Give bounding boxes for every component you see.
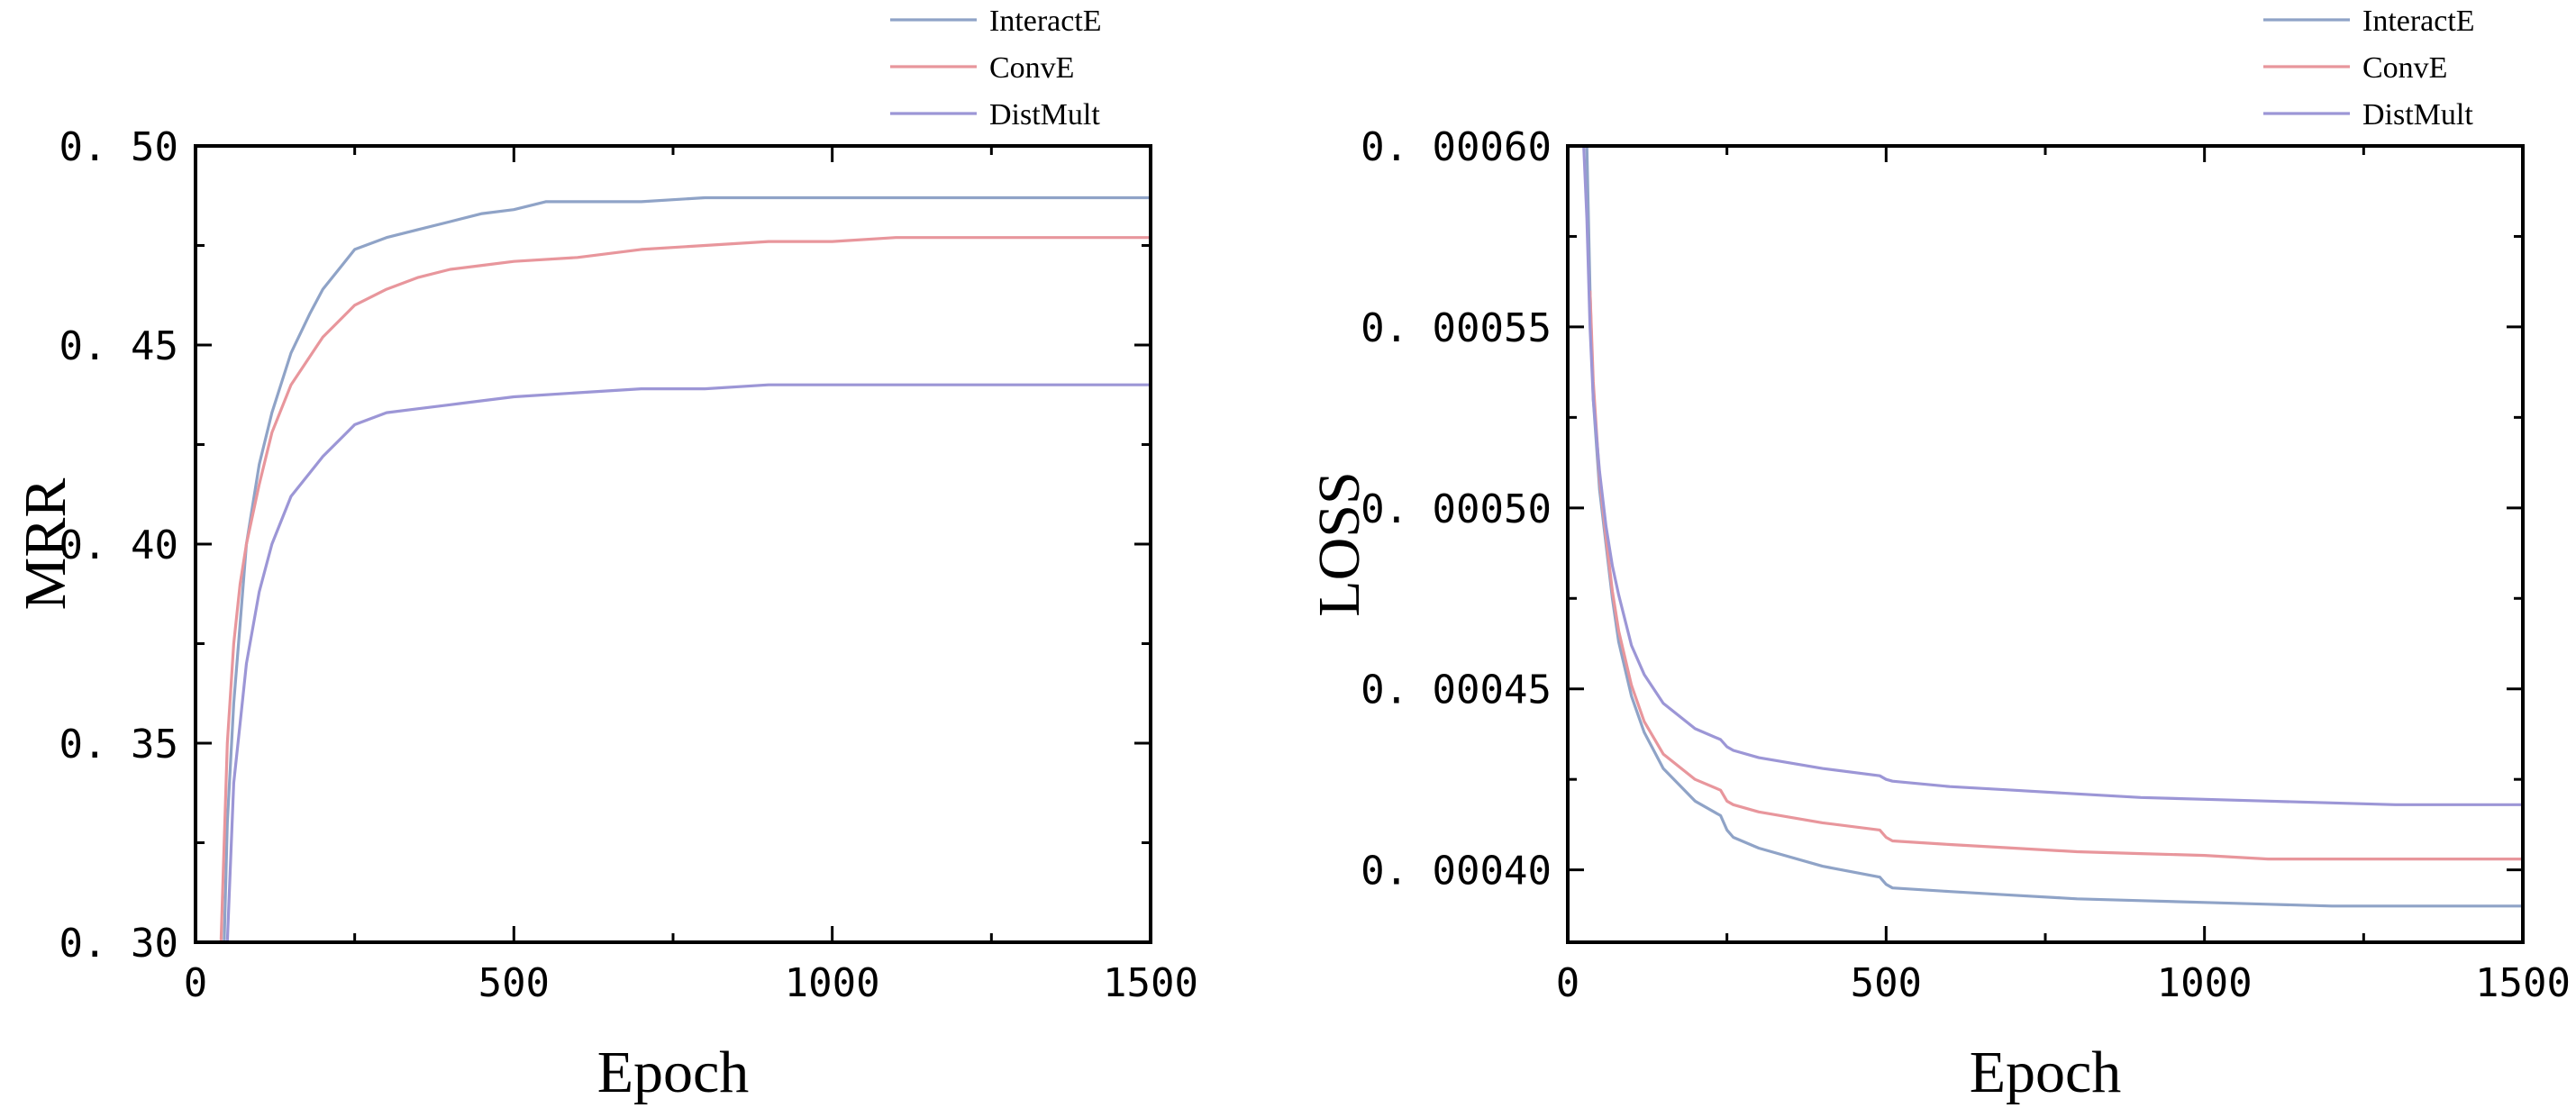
mrr-y-tick-label: 0. 35 xyxy=(59,722,178,767)
mrr-plot-frame xyxy=(194,144,1152,944)
loss-legend-label-interacte: InteractE xyxy=(2362,5,2475,38)
mrr-y-tick-label: 0. 30 xyxy=(59,921,178,967)
loss-legend-label-conve: ConvE xyxy=(2362,51,2447,85)
loss-plot-frame xyxy=(1566,144,2525,944)
mrr-legend-label-interacte: InteractE xyxy=(989,5,1102,38)
mrr-series-group xyxy=(219,195,1151,942)
loss-y-tick-label: 0. 00045 xyxy=(1361,668,1552,713)
loss-legend-label-distmult: DistMult xyxy=(2362,98,2473,132)
loss-x-tick-label: 500 xyxy=(1851,960,1922,1006)
mrr-legend: InteractE ConvE DistMult xyxy=(890,5,1102,132)
mrr-series-line-distmult xyxy=(225,383,1151,942)
loss-y-tick-label: 0. 00050 xyxy=(1361,486,1552,532)
loss-y-tick-label: 0. 00055 xyxy=(1361,305,1552,351)
mrr-y-tick-label: 0. 40 xyxy=(59,522,178,568)
loss-legend: InteractE ConvE DistMult xyxy=(2263,5,2475,132)
mrr-legend-label-conve: ConvE xyxy=(989,51,1074,85)
mrr-x-tick-label: 1500 xyxy=(1103,960,1198,1006)
loss-series-line-distmult xyxy=(1582,146,2523,806)
loss-x-axis-title: Epoch xyxy=(1970,1040,2122,1105)
mrr-legend-label-distmult: DistMult xyxy=(989,98,1100,132)
mrr-y-tick-label: 0. 45 xyxy=(59,323,178,369)
mrr-series-line-conve xyxy=(219,236,1151,942)
loss-series-line-conve xyxy=(1588,290,2523,861)
mrr-series-line-interacte xyxy=(223,195,1151,942)
mrr-y-axis-title: MRR xyxy=(13,478,78,611)
loss-y-axis-title: LOSS xyxy=(1306,471,1372,616)
loss-x-tick-label: 1500 xyxy=(2475,960,2571,1006)
mrr-y-tick-label: 0. 50 xyxy=(59,124,178,170)
mrr-x-tick-label: 500 xyxy=(478,960,550,1006)
mrr-x-axis-title: Epoch xyxy=(597,1040,750,1105)
loss-series-group xyxy=(1582,146,2523,908)
mrr-x-tick-label: 1000 xyxy=(785,960,880,1006)
loss-y-tick-label: 0. 00040 xyxy=(1361,849,1552,895)
loss-y-tick-label: 0. 00060 xyxy=(1361,124,1552,170)
mrr-chart-panel: 0 500 1000 1500 0. 30 0. 35 0. 40 0. 45 0. 50 Epo… xyxy=(13,5,1198,1105)
loss-chart-panel: 0 500 1000 1500 0. 00040 0. 00045 0. 00050 0. 0… xyxy=(1306,5,2571,1105)
mrr-x-tick-label: 0 xyxy=(184,960,208,1006)
loss-x-tick-label: 0 xyxy=(1556,960,1580,1006)
loss-x-tick-label: 1000 xyxy=(2157,960,2253,1006)
